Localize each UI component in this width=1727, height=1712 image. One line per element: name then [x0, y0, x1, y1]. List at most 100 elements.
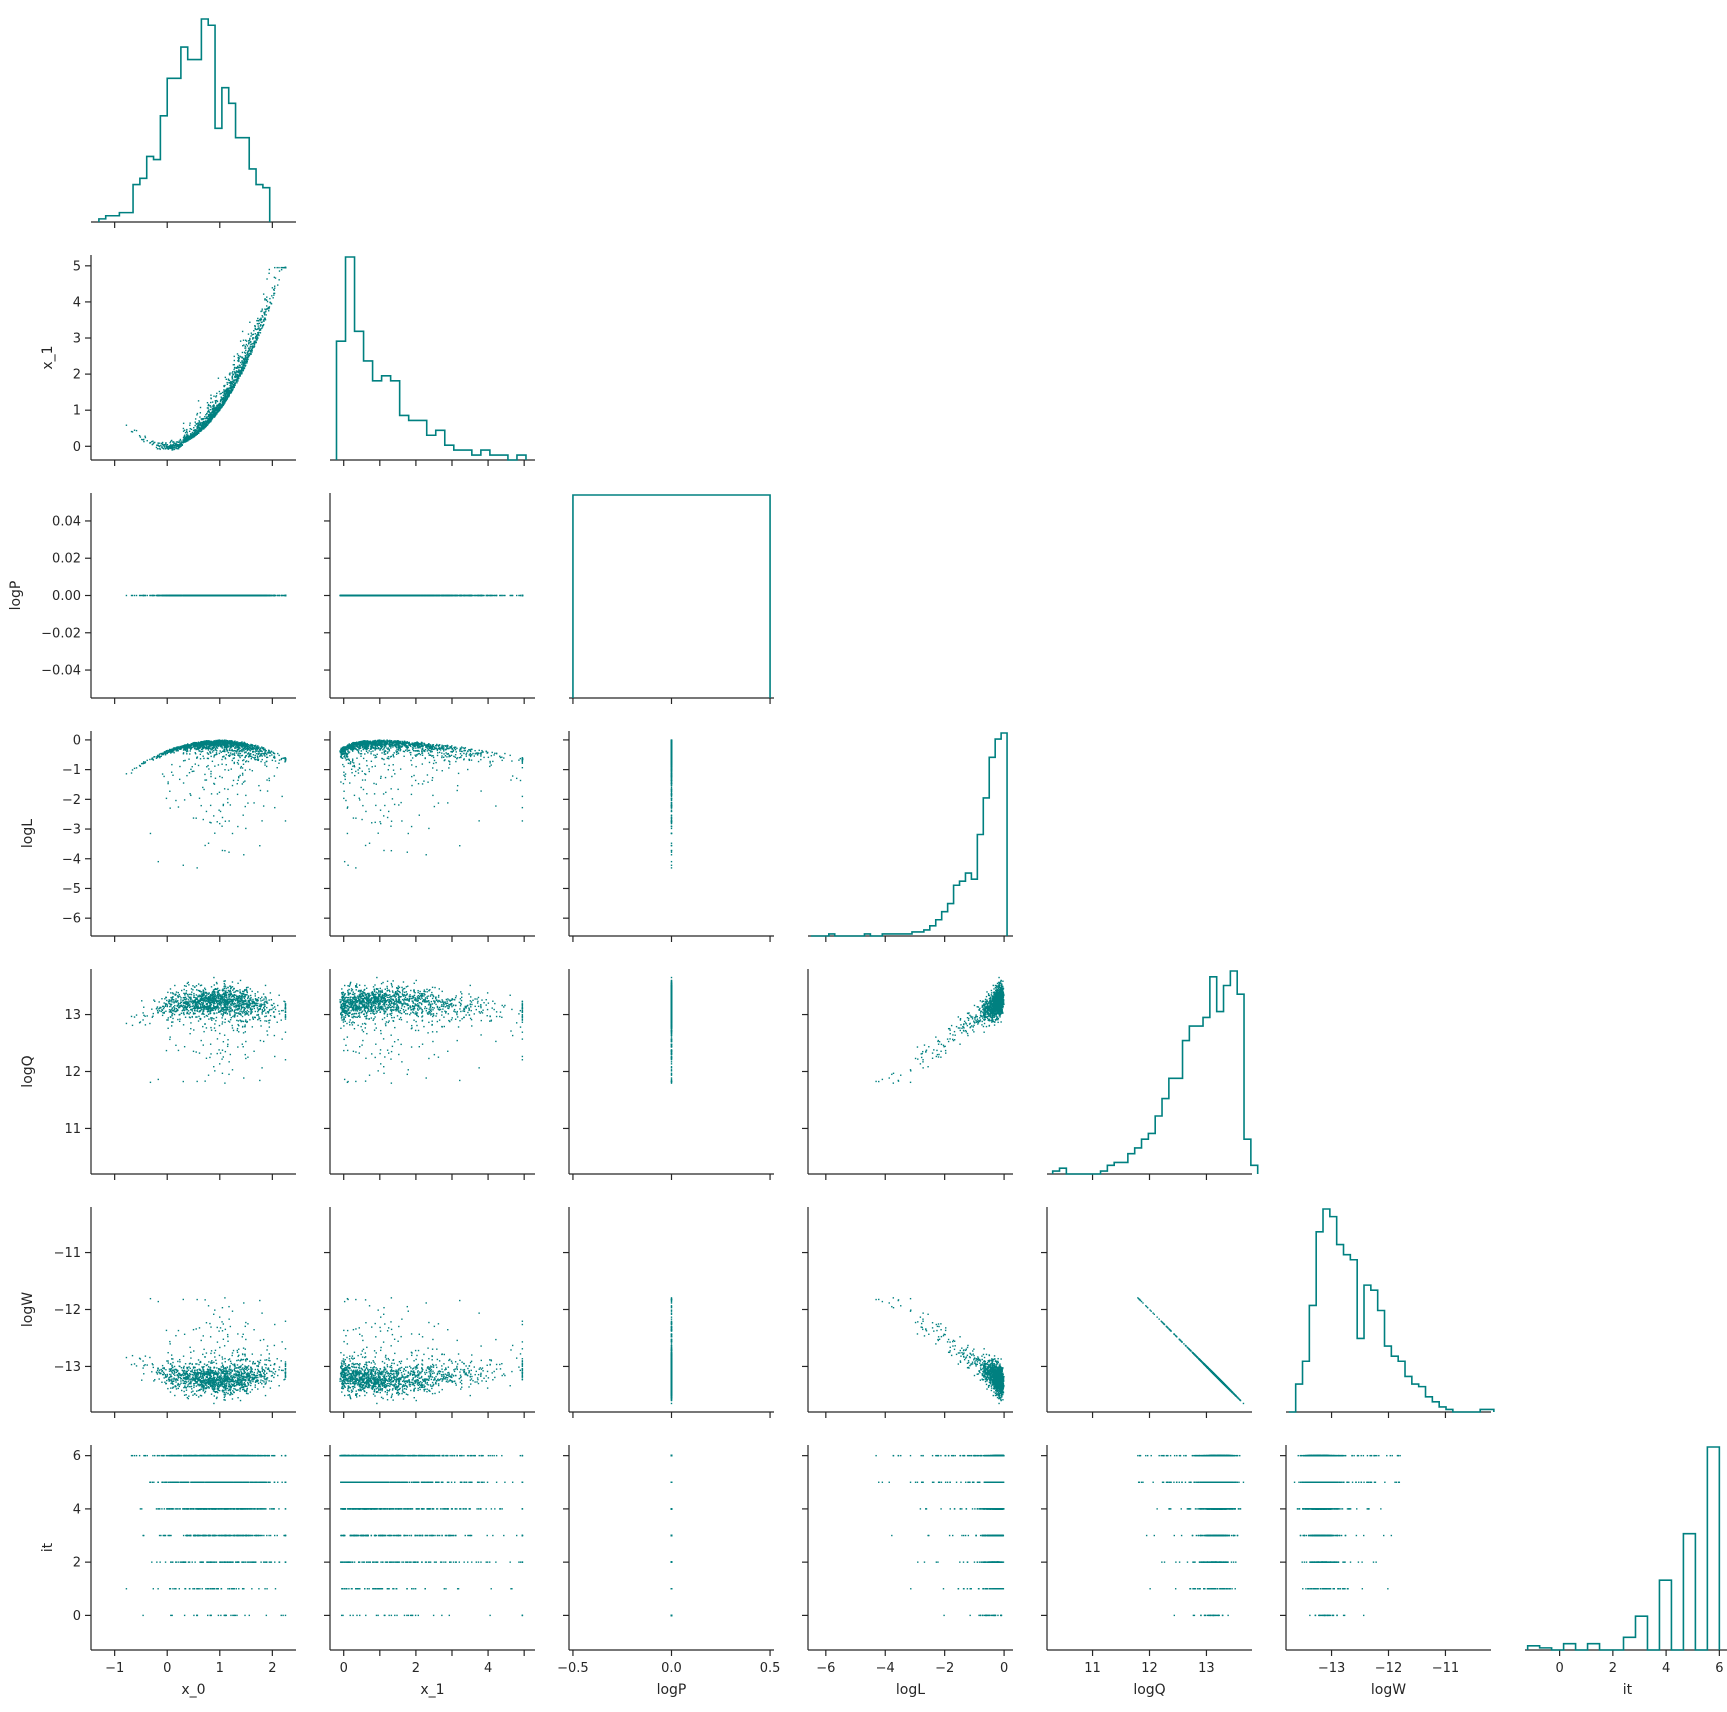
scatter-point — [169, 807, 170, 808]
scatter-point — [360, 595, 361, 596]
scatter-point — [126, 595, 127, 596]
scatter-point — [243, 370, 244, 371]
scatter-point — [140, 436, 141, 437]
scatter-point — [219, 405, 220, 406]
scatter-point — [213, 406, 214, 407]
scatter-point — [198, 424, 199, 425]
scatter-point — [176, 441, 177, 442]
scatter-point — [259, 320, 260, 321]
scatter-point — [238, 595, 239, 596]
scatter-point — [219, 391, 220, 392]
scatter-point — [186, 436, 187, 437]
scatter-point — [166, 445, 167, 446]
scatter-point — [251, 343, 252, 344]
scatter-point — [169, 446, 170, 447]
scatter-point — [174, 447, 175, 448]
scatter-point — [247, 352, 248, 353]
scatter-point — [169, 595, 170, 596]
scatter-point — [254, 343, 255, 344]
scatter-point — [187, 440, 188, 441]
scatter-point — [206, 413, 207, 414]
scatter-point — [499, 595, 500, 596]
scatter-point — [136, 595, 137, 596]
scatter-point — [222, 403, 223, 404]
scatter-point — [271, 295, 272, 296]
scatter-point — [516, 595, 517, 596]
scatter-point — [270, 302, 271, 303]
scatter-point — [245, 360, 246, 361]
scatter-point — [251, 332, 252, 333]
scatter-point — [210, 397, 211, 398]
scatter-point — [480, 595, 481, 596]
scatter-point — [249, 353, 250, 354]
scatter-point — [239, 775, 240, 776]
scatter-point — [465, 595, 466, 596]
scatter-point — [430, 595, 431, 596]
scatter-point — [281, 269, 282, 270]
scatter-point — [178, 448, 179, 449]
scatter-point — [194, 595, 195, 596]
scatter-point — [215, 400, 216, 401]
scatter-point — [255, 328, 256, 329]
scatter-point — [240, 755, 241, 756]
scatter-point — [199, 427, 200, 428]
scatter-point — [257, 334, 258, 335]
scatter-point — [208, 595, 209, 596]
scatter-point — [428, 595, 429, 596]
scatter-point — [358, 595, 359, 596]
scatter-point — [229, 595, 230, 596]
scatter-point — [266, 314, 267, 315]
scatter-point — [167, 595, 168, 596]
scatter-point — [185, 432, 186, 433]
scatter-point — [494, 595, 495, 596]
scatter-point — [392, 595, 393, 596]
scatter-point — [235, 383, 236, 384]
scatter-point — [518, 595, 519, 596]
scatter-point — [236, 374, 237, 375]
scatter-point — [245, 352, 246, 353]
scatter-point — [261, 319, 262, 320]
scatter-point — [214, 407, 215, 408]
scatter-point — [167, 446, 168, 447]
scatter-point — [156, 447, 157, 448]
scatter-point — [251, 347, 252, 348]
scatter-point — [522, 595, 523, 596]
scatter-point — [478, 595, 479, 596]
scatter-point — [210, 756, 211, 757]
scatter-point — [208, 418, 209, 419]
scatter-point — [226, 379, 227, 380]
scatter-point — [212, 401, 213, 402]
scatter-point — [256, 320, 257, 321]
scatter-point — [142, 439, 143, 440]
scatter-point — [185, 439, 186, 440]
scatter-point — [222, 405, 223, 406]
scatter-point — [178, 444, 179, 445]
scatter-point — [159, 446, 160, 447]
scatter-point — [190, 433, 191, 434]
scatter-point — [228, 770, 229, 771]
scatter-point — [263, 312, 264, 313]
scatter-point — [386, 595, 387, 596]
scatter-point — [141, 439, 142, 440]
scatter-point — [257, 332, 258, 333]
scatter-point — [459, 595, 460, 596]
scatter-point — [188, 438, 189, 439]
scatter-point — [217, 401, 218, 402]
scatter-point — [161, 446, 162, 447]
scatter-point — [180, 439, 181, 440]
scatter-point — [227, 789, 228, 790]
scatter-point — [250, 351, 251, 352]
scatter-point — [196, 595, 197, 596]
scatter-point — [221, 405, 222, 406]
scatter-point — [171, 595, 172, 596]
scatter-point — [196, 433, 197, 434]
scatter-point — [200, 412, 201, 413]
scatter-point — [206, 422, 207, 423]
scatter-point — [239, 751, 240, 752]
scatter-point — [203, 595, 204, 596]
scatter-point — [173, 449, 174, 450]
scatter-point — [258, 325, 259, 326]
scatter-point — [181, 443, 182, 444]
scatter-point — [189, 422, 190, 423]
